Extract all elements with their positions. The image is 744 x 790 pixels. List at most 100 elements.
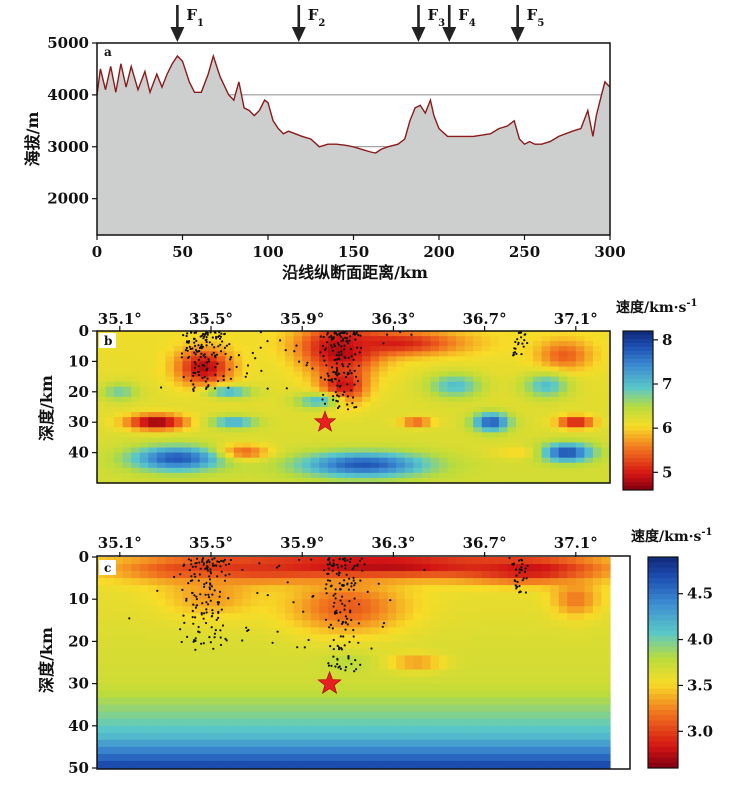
velocity-cell — [173, 452, 184, 459]
velocity-cell — [122, 427, 132, 433]
velocity-cell — [285, 676, 295, 685]
velocity-cell — [156, 346, 166, 352]
velocity-cell — [430, 346, 440, 352]
velocity-cell — [302, 356, 312, 362]
velocity-cell — [242, 606, 252, 614]
velocity-cell — [481, 697, 491, 706]
velocity-cell — [97, 351, 107, 357]
velocity-cell — [242, 683, 252, 692]
velocity-cell — [327, 620, 337, 628]
earthquake-dot — [195, 339, 198, 342]
velocity-cell — [362, 606, 372, 614]
velocity-cell — [592, 417, 603, 423]
velocity-cell — [122, 571, 132, 579]
colorbar-segment — [648, 599, 678, 605]
velocity-cell — [507, 401, 517, 408]
velocity-cell — [498, 401, 508, 408]
velocity-cell — [370, 613, 380, 621]
velocity-cell — [182, 366, 192, 373]
velocity-cell — [379, 641, 389, 650]
velocity-cell — [310, 371, 320, 378]
velocity-cell — [310, 648, 320, 657]
velocity-cell — [490, 386, 500, 393]
velocity-cell — [225, 437, 235, 444]
velocity-cell — [173, 351, 184, 357]
earthquake-dot — [207, 593, 210, 596]
velocity-cell — [319, 613, 329, 621]
velocity-cell — [216, 427, 226, 433]
velocity-cell — [225, 585, 235, 593]
velocity-cell — [524, 592, 534, 600]
velocity-cell — [379, 690, 389, 699]
velocity-cell — [558, 396, 568, 403]
velocity-cell — [515, 376, 526, 383]
earthquake-dot — [219, 643, 223, 647]
velocity-cell — [396, 457, 406, 464]
velocity-cell — [173, 422, 184, 428]
velocity-cell — [541, 725, 551, 734]
velocity-cell — [575, 620, 585, 628]
velocity-cell — [456, 462, 466, 469]
velocity-cell — [541, 662, 551, 671]
velocity-cell — [310, 739, 320, 748]
velocity-cell — [225, 412, 235, 418]
velocity-cell — [319, 732, 329, 741]
velocity-cell — [276, 396, 286, 403]
earthquake-dot — [246, 364, 250, 367]
velocity-cell — [413, 655, 423, 664]
velocity-cell — [370, 683, 380, 692]
velocity-cell — [550, 356, 560, 362]
velocity-cell — [131, 648, 141, 657]
velocity-cell — [353, 401, 363, 408]
velocity-cell — [156, 732, 166, 741]
velocity-cell — [302, 341, 312, 347]
velocity-cell — [404, 704, 414, 713]
velocity-cell — [259, 746, 269, 755]
earthquake-dot — [284, 349, 287, 352]
velocity-cell — [225, 391, 235, 398]
velocity-cell — [464, 690, 474, 699]
velocity-cell — [362, 366, 372, 373]
velocity-cell — [481, 462, 491, 469]
velocity-cell — [268, 391, 278, 398]
velocity-cell — [250, 578, 261, 586]
velocity-cell — [319, 381, 329, 388]
velocity-cell — [490, 711, 500, 720]
velocity-cell — [490, 437, 500, 444]
earthquake-dot — [186, 332, 189, 335]
earthquake-dot — [512, 563, 515, 566]
velocity-cell — [601, 746, 611, 755]
velocity-cell — [567, 437, 577, 444]
velocity-cell — [575, 592, 585, 600]
velocity-cell — [421, 467, 432, 474]
velocity-cell — [413, 401, 423, 408]
velocity-cell — [498, 427, 508, 433]
earthquake-dot — [331, 349, 334, 352]
velocity-cell — [327, 452, 337, 459]
velocity-cell — [276, 746, 286, 755]
velocity-cell — [601, 386, 611, 393]
velocity-cell — [173, 732, 184, 741]
velocity-cell — [575, 655, 585, 664]
velocity-cell — [584, 564, 594, 572]
velocity-cell — [319, 599, 329, 607]
velocity-cell — [139, 613, 149, 621]
velocity-cell — [541, 346, 551, 352]
velocity-cell — [498, 447, 508, 454]
earthquake-dot — [357, 603, 361, 606]
velocity-cell — [276, 732, 286, 741]
velocity-cell — [413, 452, 423, 459]
velocity-cell — [456, 585, 466, 593]
velocity-cell — [199, 437, 209, 444]
earthquake-dot — [193, 361, 196, 364]
earthquake-dot — [218, 560, 221, 564]
velocity-cell — [558, 437, 568, 444]
velocity-cell — [533, 427, 543, 433]
velocity-cell — [524, 599, 534, 607]
velocity-cell — [285, 697, 295, 706]
velocity-cell — [473, 620, 483, 628]
velocity-cell — [370, 662, 380, 671]
velocity-cell — [165, 391, 175, 398]
velocity-cell — [191, 599, 201, 607]
velocity-cell — [396, 376, 406, 383]
